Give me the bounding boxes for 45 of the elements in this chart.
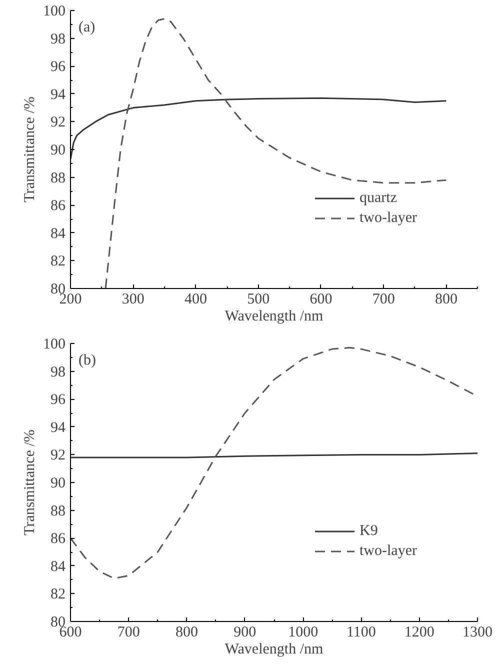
y-tick-label: 94 [50,420,66,436]
y-tick-label: 96 [50,59,66,76]
x-tick-label: 500 [247,292,270,308]
x-tick-label: 600 [310,292,332,308]
x-tick-label: 300 [122,292,144,308]
x-axis-title: Wavelength /nm [224,308,324,324]
y-tick-label: 88 [50,170,66,186]
line-series [104,18,447,288]
y-tick-label: 92 [50,448,66,464]
y-tick-label: 94 [50,86,66,103]
y-tick-label: 84 [50,558,66,575]
x-tick-label: 900 [234,624,256,640]
y-tick-label: 84 [50,226,66,242]
line-series [70,97,447,160]
x-tick-label: 1200 [404,624,434,640]
y-tick-label: 90 [50,142,66,158]
y-axis-title: Transmittance /% [22,96,38,202]
y-tick-label: 90 [50,476,66,492]
y-tick-label: 98 [50,31,66,48]
legend-label: K9 [360,522,379,540]
y-tick-label: 82 [50,586,66,603]
y-tick-label: 100 [43,4,66,20]
x-tick-label: 800 [434,292,458,308]
x-tick-label: 1100 [346,624,376,640]
x-tick-label: 400 [184,292,207,308]
x-axis-title: Wavelength /nm [224,642,324,658]
y-tick-label: 86 [50,531,66,548]
legend-label: two-layer [360,210,417,226]
y-tick-label: 86 [50,198,66,214]
y-tick-label: 88 [50,503,66,520]
legend-label: two-layer [360,542,417,560]
y-tick-label: 96 [50,392,66,408]
annotation: (b) [78,352,96,368]
y-tick-label: 92 [50,114,66,131]
x-tick-label: 700 [117,624,140,640]
annotation: (a) [78,20,96,36]
legend-label: quartz [360,190,397,206]
x-tick-label: 800 [176,624,198,640]
x-tick-label: 700 [372,292,395,308]
x-tick-label: 1300 [462,624,492,640]
y-tick-label: 98 [50,364,66,380]
y-tick-label: 100 [43,336,66,352]
y-axis-title: Transmittance /% [22,430,38,536]
x-tick-label: 1000 [288,624,318,640]
y-tick-label: 82 [50,254,66,270]
